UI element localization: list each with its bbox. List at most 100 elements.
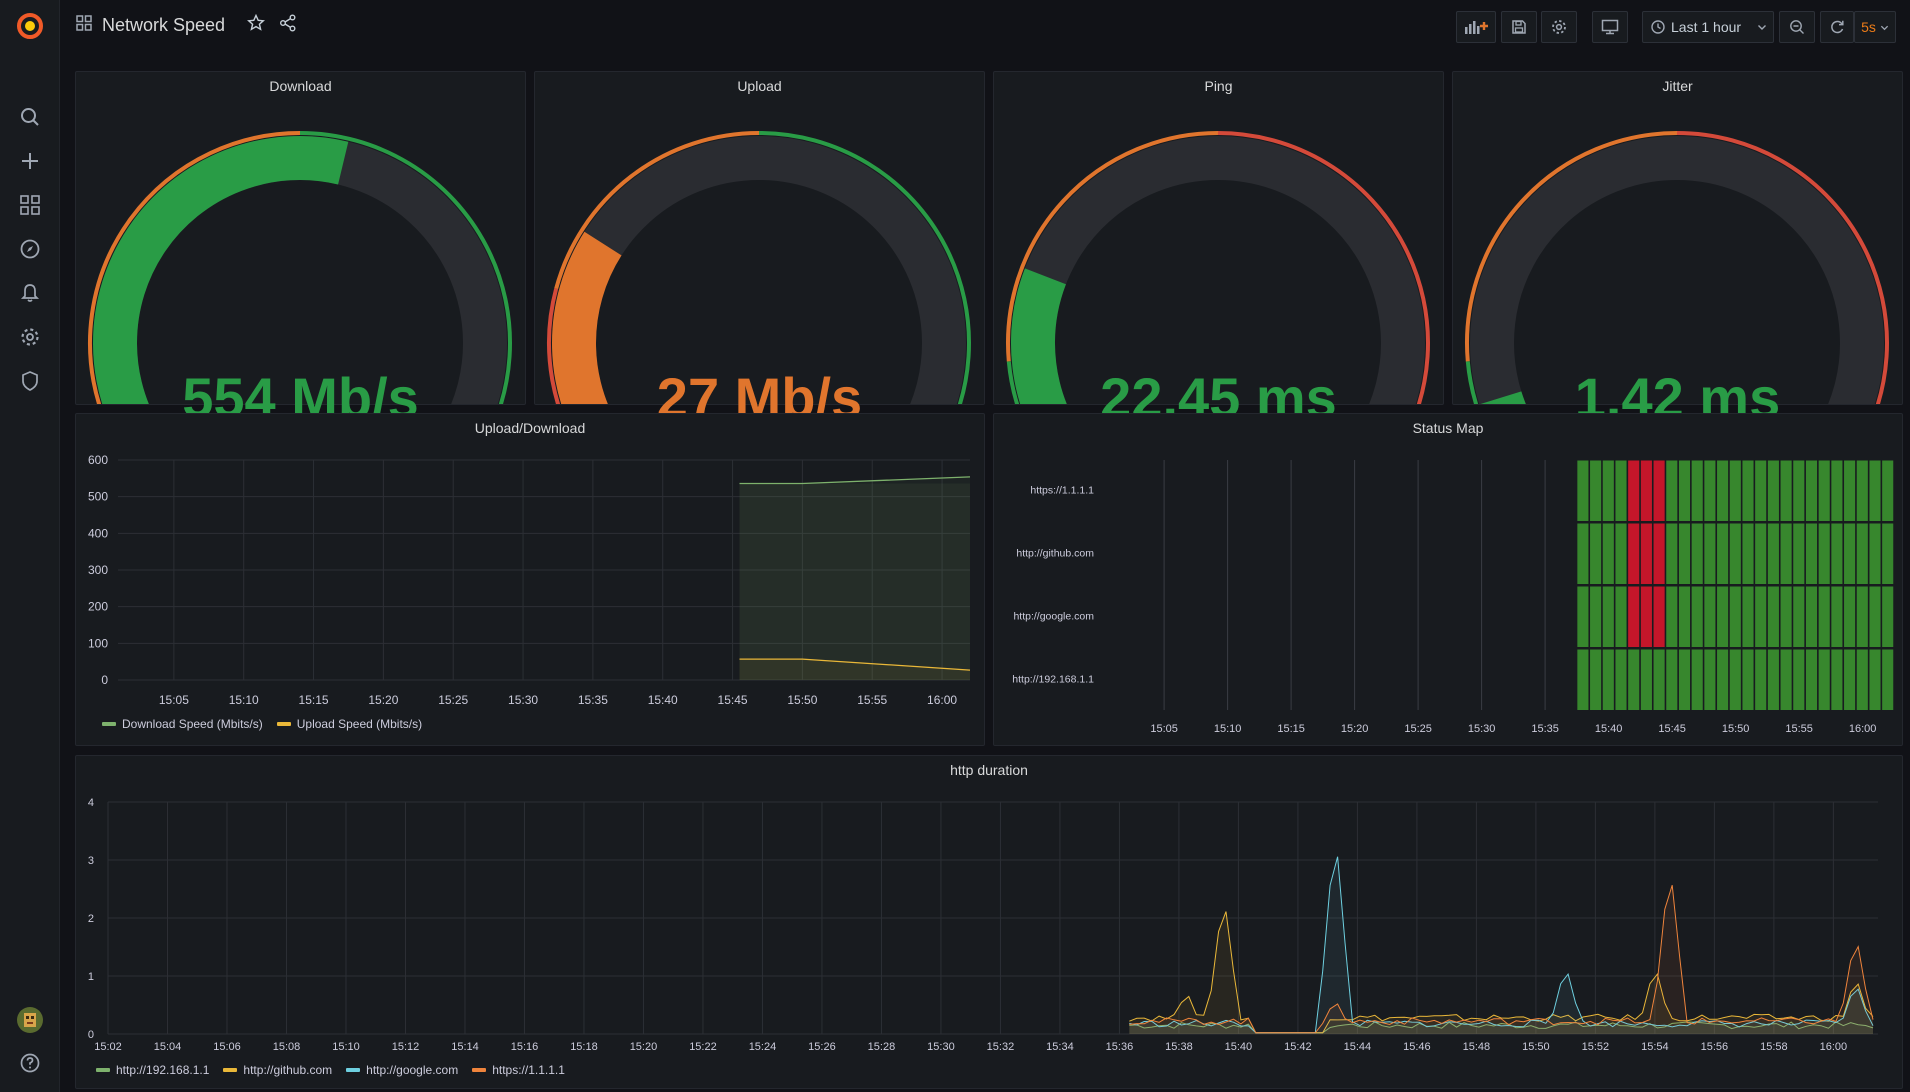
status-cell: [1882, 523, 1894, 584]
row-label: http://github.com: [1016, 548, 1094, 560]
row-label: https://1.1.1.1: [1030, 485, 1094, 497]
gauge-threshold-band: [758, 131, 971, 404]
legend-item[interactable]: https://1.1.1.1: [472, 1063, 565, 1077]
status-cell: [1869, 649, 1881, 710]
status-cell: [1856, 523, 1868, 584]
grafana-logo-icon[interactable]: [14, 10, 46, 42]
status-cell: [1729, 649, 1741, 710]
row-label: http://192.168.1.1: [1012, 674, 1094, 686]
status-cell: [1653, 460, 1665, 521]
status-cell: [1717, 523, 1729, 584]
dashboards-icon[interactable]: [14, 189, 46, 221]
download-gauge: [88, 131, 512, 404]
panel-title[interactable]: Download: [269, 78, 332, 94]
status-cell: [1666, 460, 1678, 521]
gauge-value-arc: [1480, 390, 1526, 404]
status-map-grid[interactable]: 15:05 15:10 15:15 15:20 15:25 15:30 15:35 15:40…: [994, 414, 1902, 745]
status-cell: [1640, 649, 1652, 710]
alerting-bell-icon[interactable]: [14, 277, 46, 309]
server-admin-shield-icon[interactable]: [14, 365, 46, 397]
status-cell: [1755, 586, 1767, 647]
http-duration-graph[interactable]: 0 1 2 3 4 15:02 15:04 15:06 15:08 15:10 15:12 15:14…: [76, 756, 1902, 1088]
x-tick-label: 15:40: [1225, 1041, 1253, 1053]
refresh-interval-picker[interactable]: 5s: [1854, 11, 1896, 43]
status-cell: [1767, 523, 1779, 584]
x-tick-label: 15:56: [1701, 1041, 1729, 1053]
add-panel-button[interactable]: [1456, 11, 1496, 43]
y-tick-label: 2: [88, 913, 94, 925]
status-cell: [1780, 523, 1792, 584]
y-tick-label: 400: [88, 526, 108, 540]
panel-title[interactable]: Status Map: [1412, 420, 1484, 436]
configuration-gear-icon[interactable]: [14, 321, 46, 353]
user-avatar[interactable]: [14, 1004, 46, 1036]
status-cell: [1831, 523, 1843, 584]
x-tick-label: 15:40: [648, 693, 678, 707]
updown-graph[interactable]: 0 100 200 300 400 500 600 15:05 15:10 15:15 15:20 1…: [76, 414, 984, 745]
status-cell: [1590, 649, 1602, 710]
chevron-down-icon: [1758, 25, 1767, 30]
x-tick-label: 15:02: [94, 1041, 122, 1053]
gauge-threshold-band: [547, 288, 561, 404]
explore-compass-icon[interactable]: [14, 233, 46, 265]
status-cell: [1793, 649, 1805, 710]
x-tick-label: 15:20: [368, 693, 398, 707]
http-duration-panel: http duration 0 1 2 3 4 15:02 15:04 15:06 15:08 1…: [75, 755, 1903, 1089]
cycle-view-mode-button[interactable]: [1592, 11, 1628, 43]
star-icon[interactable]: [247, 13, 266, 37]
status-cell: [1844, 460, 1856, 521]
x-tick-label: 15:30: [508, 693, 538, 707]
x-tick-label: 15:20: [630, 1041, 658, 1053]
legend-item[interactable]: http://google.com: [346, 1063, 458, 1077]
panel-title[interactable]: Upload/Download: [474, 420, 586, 436]
x-tick-label: 15:12: [392, 1041, 420, 1053]
legend-item[interactable]: Download Speed (Mbits/s): [102, 717, 263, 731]
create-plus-icon[interactable]: [14, 145, 46, 177]
series-line: [1129, 911, 1874, 1034]
status-cell: [1755, 523, 1767, 584]
help-icon[interactable]: [14, 1047, 46, 1079]
status-cell: [1869, 586, 1881, 647]
status-cell: [1666, 586, 1678, 647]
x-tick-label: 15:54: [1641, 1041, 1669, 1053]
status-cell: [1805, 649, 1818, 710]
status-cell: [1717, 649, 1729, 710]
dashboard-title[interactable]: Network Speed: [102, 15, 226, 35]
refresh-button[interactable]: [1820, 11, 1854, 43]
status-cell: [1793, 460, 1805, 521]
panel-title[interactable]: Ping: [1204, 78, 1233, 94]
status-cell: [1780, 460, 1792, 521]
legend-item[interactable]: http://192.168.1.1: [96, 1063, 209, 1077]
status-cell: [1615, 649, 1627, 710]
status-cell: [1653, 523, 1665, 584]
status-map-panel: Status Map 15:05 15:10 15:15 15:20 15:25 15:3…: [993, 413, 1903, 746]
panel-title[interactable]: Upload: [737, 78, 782, 94]
chevron-down-icon: [1880, 25, 1888, 30]
legend-item[interactable]: http://github.com: [223, 1063, 332, 1077]
status-cell: [1704, 649, 1716, 710]
gauge-threshold-band: [1006, 361, 1020, 404]
status-cell: [1590, 523, 1602, 584]
x-tick-label: 15:52: [1582, 1041, 1610, 1053]
share-icon[interactable]: [279, 14, 297, 37]
dashboard-settings-button[interactable]: [1541, 11, 1577, 43]
panel-title[interactable]: Jitter: [1662, 78, 1693, 94]
ping-gauge: [1006, 131, 1430, 404]
zoom-out-button[interactable]: [1779, 11, 1815, 43]
status-cell: [1691, 523, 1703, 584]
search-icon[interactable]: [14, 101, 46, 133]
series-line: [739, 658, 971, 671]
x-tick-label: 15:38: [1165, 1041, 1193, 1053]
x-tick-label: 15:45: [1658, 723, 1686, 735]
panel-title[interactable]: http duration: [950, 762, 1028, 778]
x-tick-label: 15:35: [578, 693, 608, 707]
status-cell: [1844, 649, 1856, 710]
x-tick-label: 15:30: [1468, 723, 1496, 735]
x-tick-label: 15:58: [1760, 1041, 1788, 1053]
dashboard-grid-icon: [76, 15, 92, 36]
save-dashboard-button[interactable]: [1501, 11, 1537, 43]
time-picker-button[interactable]: Last 1 hour: [1642, 11, 1774, 43]
status-cell: [1704, 523, 1716, 584]
legend-item[interactable]: Upload Speed (Mbits/s): [276, 717, 422, 731]
series-area: [1129, 885, 1874, 1034]
